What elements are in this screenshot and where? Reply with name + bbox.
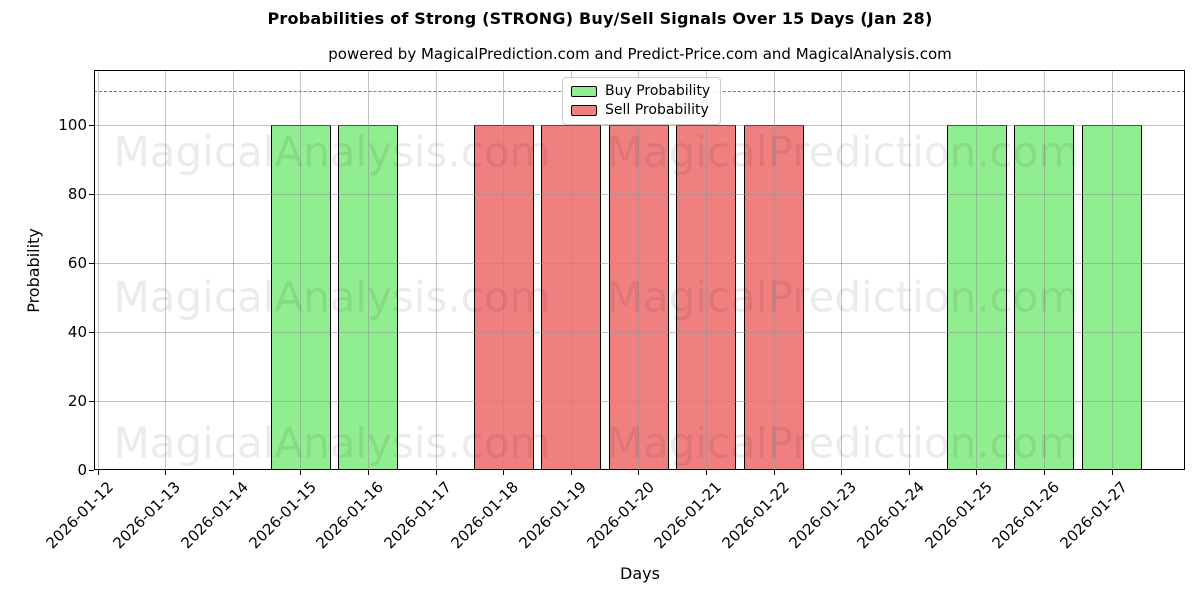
legend-swatch-sell	[571, 104, 597, 116]
x-tick-mark	[1111, 470, 1113, 475]
gridline-vertical	[367, 70, 369, 470]
x-tick-mark	[908, 470, 910, 475]
x-tick-mark	[435, 470, 437, 475]
x-tick-mark	[503, 470, 505, 475]
y-tick-label: 20	[67, 392, 87, 411]
plot-area	[94, 70, 1185, 470]
x-tick-mark	[841, 470, 843, 475]
x-tick-mark	[976, 470, 978, 475]
x-tick-label: 2026-01-21	[650, 478, 726, 553]
x-tick-mark	[705, 470, 708, 475]
y-tick-mark	[89, 262, 94, 264]
x-tick-label: 2026-01-15	[245, 478, 320, 553]
x-tick-mark	[1043, 470, 1046, 475]
x-tick-mark	[300, 470, 302, 475]
gridline-vertical	[503, 70, 505, 470]
x-tick-label: 2026-01-16	[312, 478, 388, 553]
gridline-vertical	[232, 70, 234, 470]
y-tick-label: 40	[67, 323, 87, 342]
gridline-vertical	[300, 70, 302, 470]
gridline-horizontal	[94, 400, 1185, 402]
x-tick-mark	[165, 470, 167, 475]
gridline-vertical	[638, 70, 640, 470]
x-tick-mark	[638, 470, 640, 475]
legend-item: Buy Probability	[571, 83, 710, 99]
y-tick-label: 60	[67, 254, 87, 273]
x-tick-label: 2026-01-22	[718, 478, 793, 553]
gridline-vertical	[976, 70, 978, 470]
legend-swatch-buy	[571, 85, 597, 97]
x-tick-label: 2026-01-24	[853, 478, 928, 553]
chart-subtitle: powered by MagicalPrediction.com and Pre…	[328, 45, 952, 63]
y-tick-mark	[89, 124, 94, 126]
x-tick-label: 2026-01-27	[1056, 478, 1131, 553]
gridline-vertical	[705, 70, 707, 470]
gridline-vertical	[773, 70, 775, 470]
y-axis-label: Probability	[23, 227, 43, 313]
y-tick-label: 80	[67, 185, 87, 204]
legend-item: Sell Probability	[571, 102, 710, 118]
x-tick-label: 2026-01-23	[785, 478, 861, 553]
x-tick-mark	[570, 470, 572, 475]
x-tick-mark	[97, 470, 99, 475]
gridline-horizontal	[94, 124, 1185, 126]
x-tick-label: 2026-01-13	[109, 478, 185, 553]
y-tick-mark	[89, 331, 94, 333]
gridline-horizontal	[94, 193, 1185, 195]
legend: Buy Probability Sell Probability	[562, 77, 722, 125]
gridline-horizontal	[94, 331, 1185, 333]
x-tick-label: 2026-01-25	[921, 478, 996, 553]
y-tick-mark	[89, 193, 94, 195]
x-tick-label: 2026-01-18	[447, 478, 523, 553]
gridline-vertical	[570, 70, 572, 470]
gridline-vertical	[1043, 70, 1045, 470]
y-tick-mark	[89, 400, 94, 402]
x-tick-label: 2026-01-17	[380, 478, 455, 553]
x-tick-mark	[232, 470, 234, 475]
chart-title: Probabilities of Strong (STRONG) Buy/Sel…	[267, 9, 933, 28]
x-tick-label: 2026-01-26	[988, 478, 1064, 553]
legend-label: Sell Probability	[605, 102, 709, 118]
gridline-vertical	[1111, 70, 1113, 470]
x-tick-label: 2026-01-19	[515, 478, 590, 553]
x-axis-label: Days	[620, 564, 660, 583]
gridline-vertical	[841, 70, 843, 470]
x-tick-label: 2026-01-12	[42, 478, 117, 553]
gridline-vertical	[165, 70, 167, 470]
gridline-horizontal	[94, 262, 1185, 264]
gridline-vertical	[908, 70, 910, 470]
y-tick-mark	[89, 469, 94, 471]
x-tick-mark	[367, 470, 370, 475]
y-tick-label: 100	[58, 116, 87, 135]
x-tick-label: 2026-01-20	[583, 478, 658, 553]
x-tick-mark	[773, 470, 775, 475]
legend-label: Buy Probability	[605, 83, 711, 99]
gridline-vertical	[97, 70, 99, 470]
y-tick-label: 0	[77, 461, 87, 479]
x-tick-label: 2026-01-14	[177, 478, 252, 553]
gridline-vertical	[435, 70, 437, 470]
